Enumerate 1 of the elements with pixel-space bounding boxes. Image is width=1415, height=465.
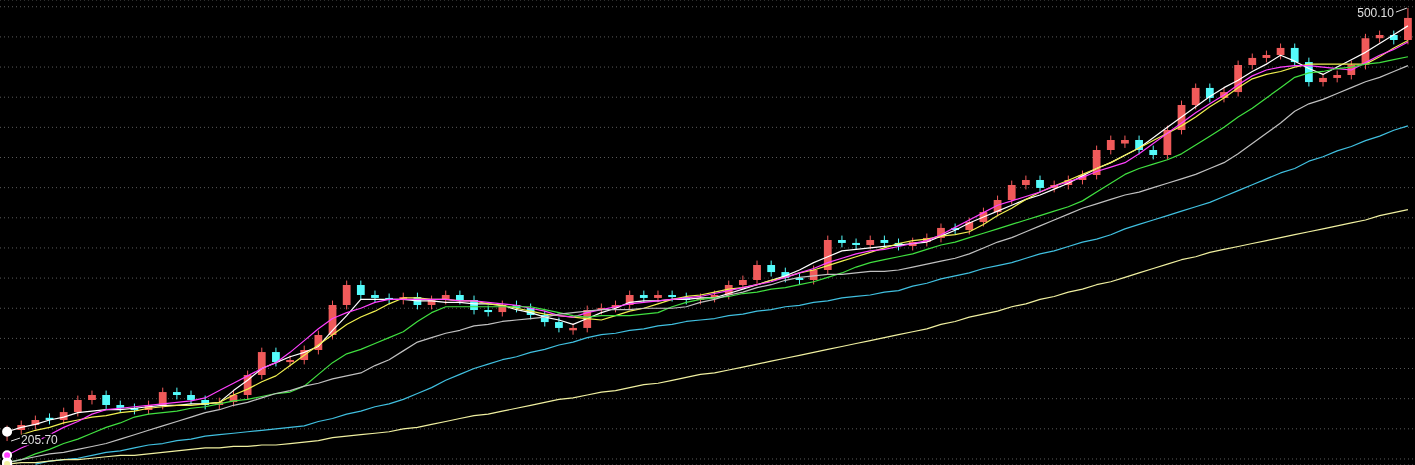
annotation: 500.10 [1357,6,1395,21]
